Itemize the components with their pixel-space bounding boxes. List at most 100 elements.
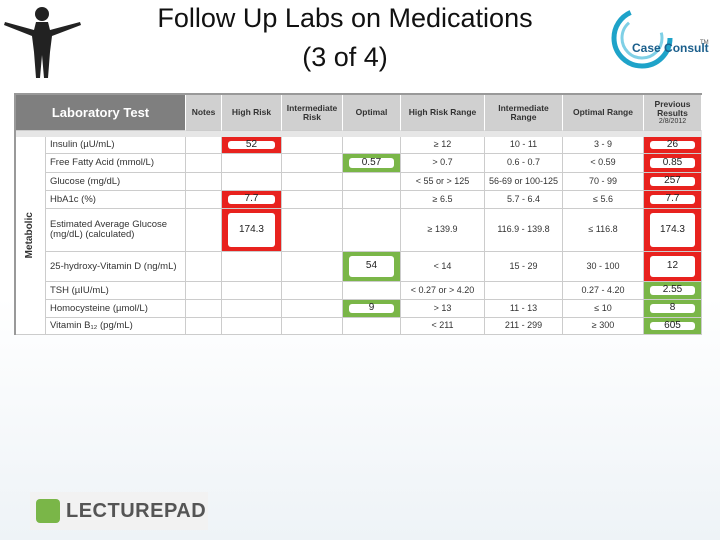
range-cell: 5.7 - 6.4 [485,191,563,209]
range-cell: ≥ 300 [563,318,644,335]
range-cell: 70 - 99 [563,173,644,191]
result-cell: 0.85 [644,154,702,173]
range-cell: ≤ 5.6 [563,191,644,209]
result-cell: 174.3 [222,209,282,252]
logo-text: LECTUREPAD [66,499,207,522]
header-cell: Optimal [343,95,401,131]
empty-cell [186,282,222,300]
range-cell: ≥ 139.9 [401,209,485,252]
empty-cell [222,318,282,335]
range-cell: < 0.27 or > 4.20 [401,282,485,300]
header-cell: High Risk [222,95,282,131]
test-name: Vitamin B₁₂ (pg/mL) [46,318,186,335]
result-value: 174.3 [228,213,275,247]
header-gap [16,131,702,137]
range-cell: 30 - 100 [563,252,644,282]
group-label: Metabolic [16,137,46,335]
range-cell: < 0.59 [563,154,644,173]
range-cell: 10 - 11 [485,137,563,154]
lab-table: Laboratory Test Notes High Risk Intermediat… [14,93,702,335]
title: (3 of 4) [302,42,388,72]
result-value: 7.7 [228,194,275,204]
range-cell: < 211 [401,318,485,335]
empty-cell [282,282,343,300]
empty-cell [485,282,563,300]
empty-cell [343,318,401,335]
test-name: HbA1c (%) [46,191,186,209]
empty-cell [222,300,282,318]
header-cell: Notes [186,95,222,131]
empty-cell [186,300,222,318]
logo-text: Case Consult [632,41,709,55]
result-cell: 7.7 [644,191,702,209]
range-cell: ≤ 10 [563,300,644,318]
result-value: 174.3 [650,213,695,247]
result-cell: 2.55 [644,282,702,300]
human-figure [4,7,81,78]
result-value: 605 [650,320,695,331]
title: Follow Up Labs on Medications [157,3,533,33]
empty-cell [186,191,222,209]
range-cell: 211 - 299 [485,318,563,335]
result-value: 12 [650,256,695,277]
test-name: Homocysteine (µmol/L) [46,300,186,318]
empty-cell [343,137,401,154]
empty-cell [282,252,343,282]
header-cell: Intermediate Range [485,95,563,131]
header-cell: Laboratory Test [16,95,186,131]
header-cell: Previous Results 2/8/2012 [644,95,702,131]
header-date: 2/8/2012 [658,117,687,125]
result-cell: 257 [644,173,702,191]
empty-cell [282,300,343,318]
empty-cell [186,209,222,252]
empty-cell [343,191,401,209]
range-cell: 11 - 13 [485,300,563,318]
test-name: Insulin (µU/mL) [46,137,186,154]
result-cell: 8 [644,300,702,318]
empty-cell [222,154,282,173]
range-cell: 0.6 - 0.7 [485,154,563,173]
case-consult-logo: Case Consult TM [611,7,709,69]
header-cell: High Risk Range [401,95,485,131]
result-value: 26 [650,139,695,150]
result-value: 52 [228,139,275,150]
range-cell: ≥ 12 [401,137,485,154]
empty-cell [343,173,401,191]
empty-cell [282,137,343,154]
header-cell: Intermediate Risk [282,95,343,131]
result-value: 257 [650,176,695,186]
range-cell: > 13 [401,300,485,318]
logo-icon [36,499,60,523]
result-cell: 9 [343,300,401,318]
empty-cell [186,252,222,282]
empty-cell [186,318,222,335]
range-cell: 0.27 - 4.20 [563,282,644,300]
empty-cell [282,318,343,335]
range-cell: 56-69 or 100-125 [485,173,563,191]
result-cell: 12 [644,252,702,282]
header-cell: Optimal Range [563,95,644,131]
result-value: 0.57 [349,157,394,168]
empty-cell [282,154,343,173]
empty-cell [282,173,343,191]
result-value: 0.85 [650,157,695,168]
empty-cell [222,282,282,300]
result-cell: 174.3 [644,209,702,252]
result-value: 9 [349,303,394,313]
result-cell: 52 [222,137,282,154]
range-cell: < 55 or > 125 [401,173,485,191]
test-name: Free Fatty Acid (mmol/L) [46,154,186,173]
header-text: Previous Results [654,98,691,118]
range-cell: 3 - 9 [563,137,644,154]
result-cell: 0.57 [343,154,401,173]
empty-cell [343,209,401,252]
result-value: 54 [349,256,394,277]
result-value: 2.55 [650,285,695,295]
range-cell: ≤ 116.8 [563,209,644,252]
result-cell: 54 [343,252,401,282]
result-cell: 605 [644,318,702,335]
result-cell: 7.7 [222,191,282,209]
result-cell: 26 [644,137,702,154]
empty-cell [186,173,222,191]
